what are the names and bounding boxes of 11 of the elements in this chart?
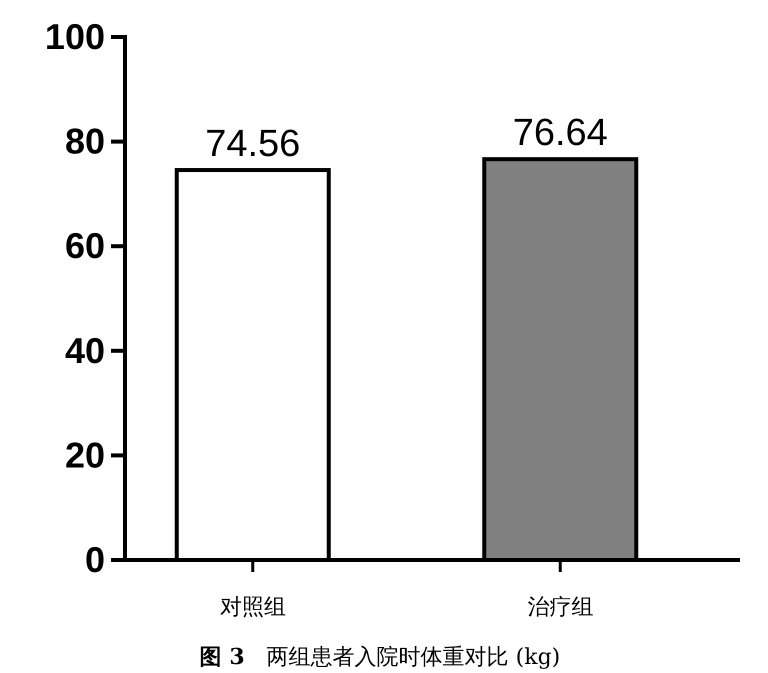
data-label: 76.64 [512, 112, 608, 154]
data-label: 74.56 [205, 123, 300, 166]
text: 图 3 两组患者入院时体重对比 (kg) [200, 644, 560, 670]
y-tick-label: 0 [84, 539, 105, 580]
y-tick-label: 80 [64, 120, 105, 162]
x-tick-label: 对照组 [220, 595, 286, 620]
y-tick-label: 100 [44, 16, 105, 57]
y-tick-label: 20 [64, 434, 105, 476]
x-tick-label: 治疗组 [527, 595, 594, 620]
y-tick-label: 40 [64, 330, 105, 371]
y-tick-label: 60 [64, 225, 105, 266]
